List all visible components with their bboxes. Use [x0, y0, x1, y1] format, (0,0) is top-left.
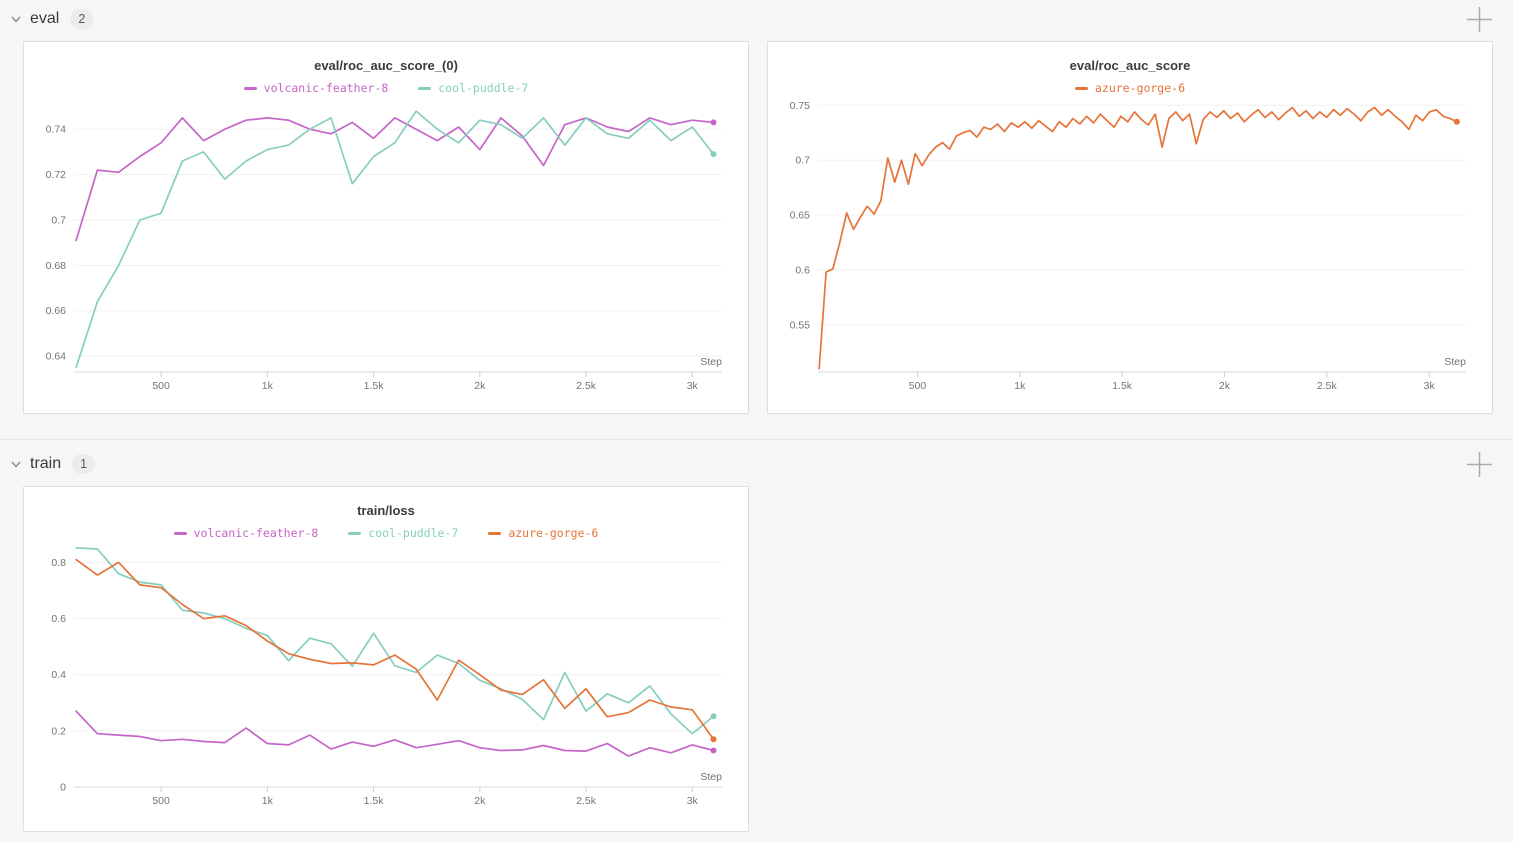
add-panel-icon[interactable] — [1465, 5, 1493, 33]
svg-text:0.6: 0.6 — [795, 264, 810, 276]
chart-legend: volcanic-feather-8 cool-puddle-7 — [24, 76, 748, 100]
legend-run-name: volcanic-feather-8 — [263, 81, 389, 95]
legend-run-name: cool-puddle-7 — [438, 81, 529, 95]
chart-title: eval/roc_auc_score — [1069, 58, 1191, 73]
section-train: train 1 train/loss volcanic-feather-8 coo… — [0, 439, 1513, 832]
svg-text:2k: 2k — [474, 380, 486, 392]
line-chart-svg: 0.55 0.6 0.65 0.7 0.75 500 1k 1.5k 2k 2.5k 3k Step — [790, 100, 1467, 392]
chevron-down-icon[interactable] — [8, 456, 24, 472]
svg-text:2k: 2k — [1219, 380, 1231, 392]
legend-item[interactable]: azure-gorge-6 — [1074, 81, 1185, 95]
line-chart[interactable]: 0.55 0.6 0.65 0.7 0.75 500 1k 1.5k 2k 2.5k 3k Step — [768, 100, 1492, 413]
svg-text:0.7: 0.7 — [795, 155, 810, 167]
section-title-eval[interactable]: eval — [30, 10, 60, 27]
svg-text:Step: Step — [700, 356, 722, 368]
svg-text:0.75: 0.75 — [790, 100, 811, 112]
svg-text:2k: 2k — [474, 795, 486, 807]
train-panel-row: train/loss volcanic-feather-8 cool-puddle… — [0, 486, 1493, 832]
legend-swatch — [418, 86, 432, 90]
legend-swatch — [173, 531, 187, 535]
legend-item[interactable]: volcanic-feather-8 — [243, 81, 389, 95]
chart-title: eval/roc_auc_score_(0) — [314, 58, 458, 73]
section-train-header: train 1 — [0, 449, 1493, 479]
svg-text:Step: Step — [700, 771, 722, 783]
svg-text:1k: 1k — [262, 795, 274, 807]
svg-text:0.6: 0.6 — [51, 613, 66, 625]
svg-text:0.55: 0.55 — [790, 319, 811, 331]
svg-text:Step: Step — [1444, 356, 1466, 368]
legend-swatch — [488, 531, 502, 535]
svg-text:1k: 1k — [1014, 380, 1026, 392]
svg-text:0: 0 — [60, 782, 66, 794]
line-chart[interactable]: 0.64 0.66 0.68 0.7 0.72 0.74 500 1k 1.5k 2k 2.5k 3k… — [24, 100, 748, 413]
legend-item[interactable]: volcanic-feather-8 — [173, 526, 319, 540]
eval-panel-row: eval/roc_auc_score_(0) volcanic-feather-… — [0, 41, 1493, 414]
legend-swatch — [348, 531, 362, 535]
svg-text:3k: 3k — [1424, 380, 1436, 392]
section-eval: eval 2 eval/roc_auc_score_(0) volcanic-f… — [0, 0, 1513, 414]
line-chart-svg: 0.64 0.66 0.68 0.7 0.72 0.74 500 1k 1.5k 2k 2.5k 3k… — [46, 110, 722, 392]
chart-panel-train-loss[interactable]: train/loss volcanic-feather-8 cool-puddle… — [23, 486, 749, 832]
svg-text:0.2: 0.2 — [51, 725, 66, 737]
svg-text:1.5k: 1.5k — [364, 795, 385, 807]
svg-text:0.74: 0.74 — [46, 124, 67, 136]
svg-text:2.5k: 2.5k — [576, 380, 597, 392]
section-eval-header: eval 2 — [0, 4, 1493, 34]
chart-title: train/loss — [357, 503, 415, 518]
svg-text:3k: 3k — [687, 380, 699, 392]
legend-swatch — [243, 86, 257, 90]
section-title-train[interactable]: train — [30, 455, 62, 472]
svg-text:1.5k: 1.5k — [364, 380, 385, 392]
line-chart[interactable]: 0 0.2 0.4 0.6 0.8 500 1k 1.5k 2k 2.5k 3k Step — [24, 545, 748, 831]
svg-text:500: 500 — [909, 380, 927, 392]
panel-count-badge: 2 — [70, 8, 94, 30]
chart-panel-roc-auc-score[interactable]: eval/roc_auc_score azure-gorge-6 0.55 0.6… — [767, 41, 1493, 414]
legend-item[interactable]: cool-puddle-7 — [418, 81, 528, 95]
chevron-down-icon[interactable] — [8, 11, 24, 27]
svg-text:0.4: 0.4 — [51, 669, 66, 681]
chart-legend: volcanic-feather-8 cool-puddle-7 azure-gor… — [24, 521, 748, 545]
svg-text:1k: 1k — [262, 380, 274, 392]
svg-text:0.7: 0.7 — [51, 214, 66, 226]
svg-text:0.66: 0.66 — [46, 305, 67, 317]
add-panel-icon[interactable] — [1465, 450, 1493, 478]
legend-run-name: cool-puddle-7 — [368, 526, 459, 540]
chart-panel-roc-auc-score-0[interactable]: eval/roc_auc_score_(0) volcanic-feather-… — [23, 41, 749, 414]
legend-item[interactable]: cool-puddle-7 — [348, 526, 458, 540]
svg-text:3k: 3k — [687, 795, 699, 807]
svg-text:0.72: 0.72 — [46, 169, 67, 181]
svg-text:500: 500 — [152, 795, 170, 807]
legend-run-name: volcanic-feather-8 — [193, 526, 319, 540]
svg-text:1.5k: 1.5k — [1112, 380, 1133, 392]
svg-text:2.5k: 2.5k — [1317, 380, 1338, 392]
legend-item[interactable]: azure-gorge-6 — [488, 526, 598, 540]
svg-text:0.68: 0.68 — [46, 260, 67, 272]
chart-legend: azure-gorge-6 — [768, 76, 1492, 100]
svg-text:0.64: 0.64 — [46, 351, 67, 363]
legend-run-name: azure-gorge-6 — [1094, 81, 1185, 95]
svg-text:500: 500 — [152, 380, 170, 392]
legend-run-name: azure-gorge-6 — [508, 526, 599, 540]
svg-text:0.8: 0.8 — [51, 557, 66, 569]
svg-text:2.5k: 2.5k — [576, 795, 597, 807]
panel-count-badge: 1 — [72, 453, 96, 475]
svg-text:0.65: 0.65 — [790, 210, 811, 222]
legend-swatch — [1074, 86, 1088, 90]
